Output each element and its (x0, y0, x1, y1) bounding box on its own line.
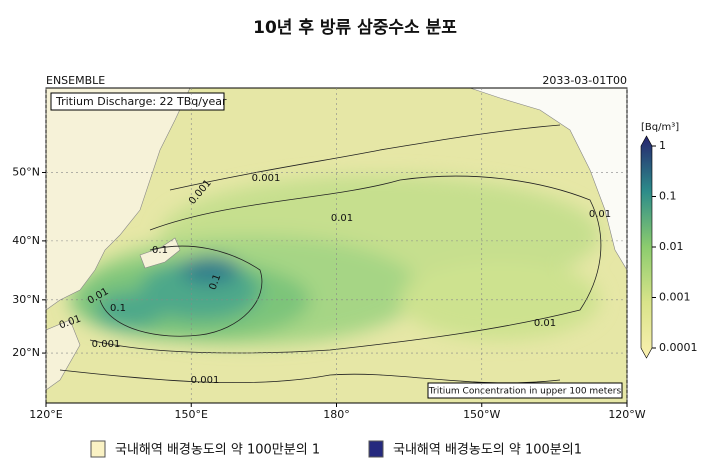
concentration-field (70, 175, 600, 345)
lat-label: 20°N (12, 346, 40, 359)
ensemble-label: ENSEMBLE (46, 74, 105, 87)
colorbar-tick-label: 0.001 (659, 291, 691, 304)
map-area (46, 88, 627, 403)
title: 10년 후 방류 삼중수소 분포 (253, 17, 457, 38)
legend: 국내해역 배경농도의 약 100만분의 1 국내해역 배경농도의 약 100분의… (90, 440, 582, 458)
discharge-box (50, 92, 225, 111)
colorbar-unit: [Bq/m³] (641, 122, 679, 133)
contour-label: 0.01 (331, 213, 353, 224)
contour-label: 0.1 (152, 245, 168, 256)
contours (59, 124, 602, 384)
colorbar-tick-label: 0.01 (659, 240, 684, 253)
colorbar-tick-label: 1 (659, 139, 666, 152)
inset-box (427, 382, 623, 399)
date-label: 2033-03-01T00 (542, 74, 627, 87)
contour-label: 0.1 (208, 273, 224, 292)
lon-label: 120°W (608, 408, 645, 421)
contour-label: 0.001 (92, 339, 121, 350)
inset-note: Tritium Concentration in upper 100 meter… (428, 387, 622, 397)
lon-label: 150°W (463, 408, 500, 421)
lon-label: 180° (323, 408, 350, 421)
lat-label: 30°N (12, 293, 40, 306)
contour-label: 0.1 (110, 303, 126, 314)
legend-label: 국내해역 배경농도의 약 100분의1 (393, 443, 582, 458)
lat-label: 40°N (12, 234, 40, 247)
lon-label: 150°E (175, 408, 208, 421)
colorbar (640, 135, 653, 359)
lat-label: 50°N (12, 166, 40, 179)
colorbar-tick-label: 0.1 (659, 190, 677, 203)
colorbar-tick-label: 0.0001 (659, 341, 698, 354)
contour-label: 0.001 (252, 173, 281, 184)
discharge-note: Tritium Discharge: 22 TBq/year (55, 95, 227, 108)
lon-label: 120°E (29, 408, 62, 421)
contour-label: 0.01 (534, 318, 556, 329)
land-asia (46, 88, 191, 311)
contour-label: 0.001 (191, 375, 220, 386)
legend-label: 국내해역 배경농도의 약 100만분의 1 (115, 443, 320, 458)
land-america (469, 88, 627, 271)
contour-label: 0.01 (589, 209, 611, 220)
legend-swatch (90, 440, 106, 458)
land-south (46, 319, 81, 391)
legend-swatch (368, 440, 384, 458)
